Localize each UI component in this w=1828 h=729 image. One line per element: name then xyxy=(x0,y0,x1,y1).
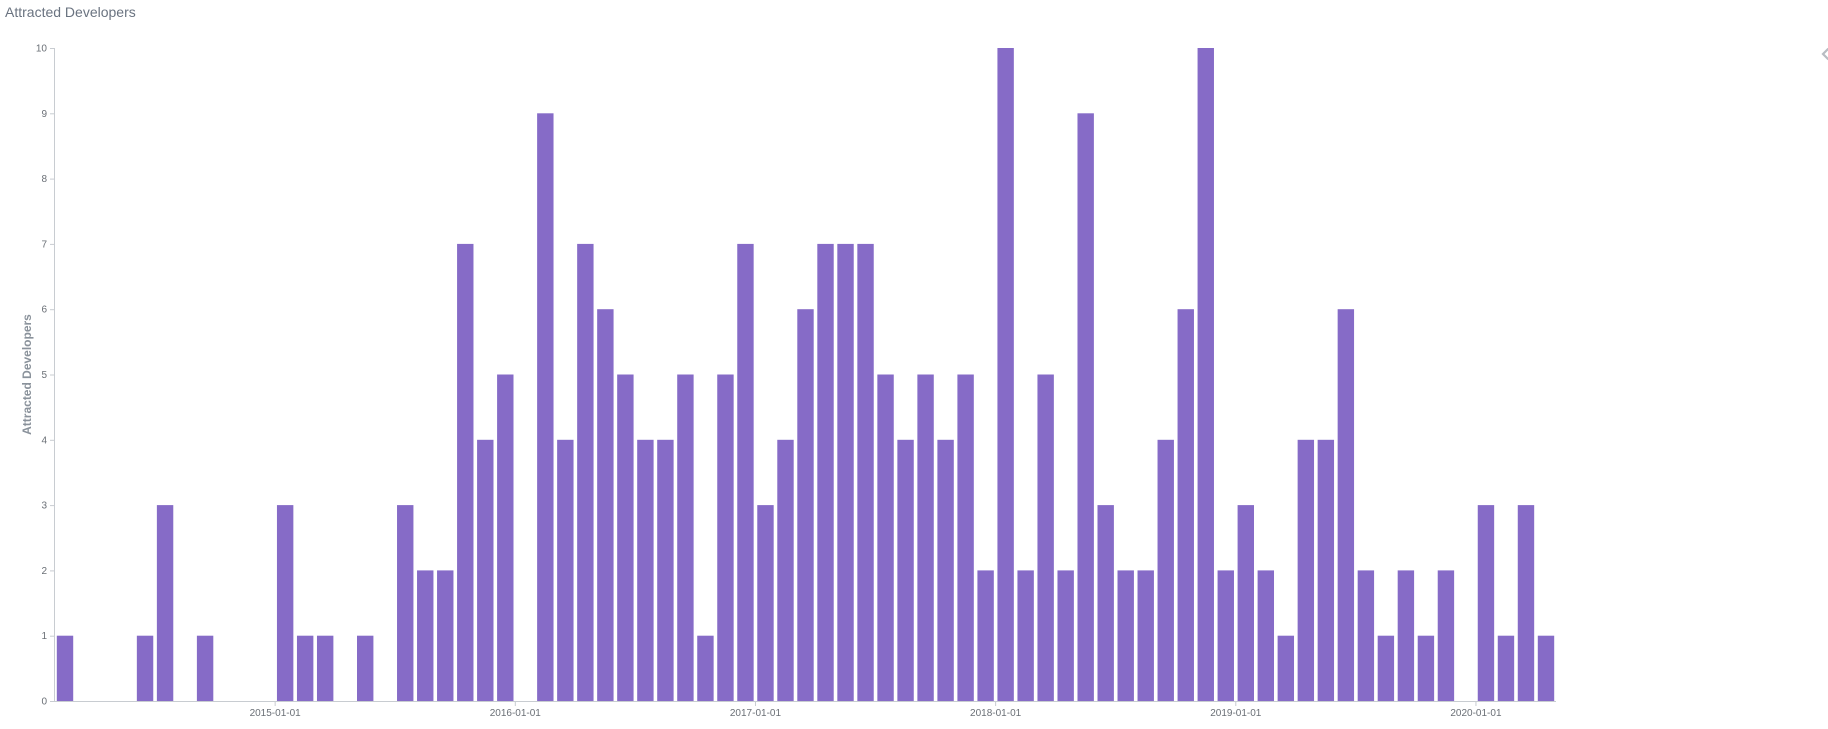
bar-2018-04[interactable] xyxy=(1057,570,1074,701)
bar-2018-01[interactable] xyxy=(997,48,1014,701)
bar-2016-05[interactable] xyxy=(597,309,614,701)
bar-2019-08[interactable] xyxy=(1377,635,1395,701)
bar-2016-02[interactable] xyxy=(537,113,554,702)
y-tick-label: 2 xyxy=(41,566,47,577)
bar-2019-11[interactable] xyxy=(1437,570,1455,701)
bar-2017-06[interactable] xyxy=(857,243,874,701)
bar-2016-11[interactable] xyxy=(717,374,734,702)
bar-2019-03[interactable] xyxy=(1277,635,1295,701)
bar-2016-03[interactable] xyxy=(557,439,574,701)
y-tick-label: 7 xyxy=(41,239,47,250)
bar-2015-09[interactable] xyxy=(437,570,454,701)
bar-2015-03[interactable] xyxy=(316,635,334,701)
y-tick-label: 3 xyxy=(41,501,47,512)
bar-2020-03[interactable] xyxy=(1517,505,1535,701)
y-tick-label: 9 xyxy=(41,109,47,120)
x-tick-label: 2018-01-01 xyxy=(970,708,1022,719)
bar-2020-04[interactable] xyxy=(1537,635,1555,701)
bar-2015-10[interactable] xyxy=(457,243,474,701)
x-tick-label: 2019-01-01 xyxy=(1210,708,1262,719)
x-tick-label: 2016-01-01 xyxy=(490,708,542,719)
bar-2017-07[interactable] xyxy=(877,374,894,702)
y-tick-label: 6 xyxy=(41,305,47,316)
bar-2015-11[interactable] xyxy=(477,439,494,701)
bar-2015-02[interactable] xyxy=(296,635,314,701)
bar-2015-01[interactable] xyxy=(276,505,294,701)
bar-2015-07[interactable] xyxy=(397,505,414,701)
bar-2018-07[interactable] xyxy=(1117,570,1134,701)
bar-2015-05[interactable] xyxy=(357,635,374,701)
bar-2018-06[interactable] xyxy=(1097,505,1114,701)
bar-2020-01[interactable] xyxy=(1477,505,1495,701)
bar-2019-02[interactable] xyxy=(1257,570,1275,701)
y-axis-ticks: 0 1 2 3 4 5 6 7 8 9 10 xyxy=(36,44,55,708)
bar-2017-11[interactable] xyxy=(957,374,974,702)
collapse-chevron-icon[interactable] xyxy=(1819,47,1828,61)
bar-2019-06[interactable] xyxy=(1337,309,1355,701)
bar-2020-02[interactable] xyxy=(1497,635,1515,701)
bar-2014-06[interactable] xyxy=(136,635,154,701)
bar-2017-03[interactable] xyxy=(797,309,814,701)
y-tick-label: 10 xyxy=(36,44,48,55)
bar-2017-10[interactable] xyxy=(937,439,954,701)
bar-2018-08[interactable] xyxy=(1137,570,1154,701)
bar-2019-10[interactable] xyxy=(1417,635,1435,701)
bar-2018-12[interactable] xyxy=(1217,570,1234,701)
bar-2019-07[interactable] xyxy=(1357,570,1375,701)
bar-2017-05[interactable] xyxy=(837,243,854,701)
bar-2018-10[interactable] xyxy=(1177,309,1194,701)
bar-2017-02[interactable] xyxy=(777,439,794,701)
bar-2018-11[interactable] xyxy=(1197,48,1214,701)
bar-2015-08[interactable] xyxy=(417,570,434,701)
bars-group xyxy=(56,48,1555,702)
x-tick-label: 2015-01-01 xyxy=(250,708,302,719)
bar-2016-04[interactable] xyxy=(577,243,594,701)
bar-2018-09[interactable] xyxy=(1157,439,1174,701)
bar-2016-10[interactable] xyxy=(697,635,714,701)
bar-2016-08[interactable] xyxy=(657,439,674,701)
bar-2019-05[interactable] xyxy=(1317,439,1335,701)
x-axis-ticks: 2015-01-01 2016-01-01 2017-01-01 2018-01-01… xyxy=(250,701,1502,719)
y-axis-title: Attracted Developers xyxy=(20,314,34,435)
bar-2014-02[interactable] xyxy=(56,635,74,701)
y-tick-label: 8 xyxy=(41,174,47,185)
bar-2017-04[interactable] xyxy=(817,243,834,701)
bar-2016-06[interactable] xyxy=(617,374,634,702)
y-tick-label: 5 xyxy=(41,370,47,381)
bar-2019-04[interactable] xyxy=(1297,439,1315,701)
y-tick-label: 1 xyxy=(41,631,47,642)
x-tick-label: 2017-01-01 xyxy=(730,708,782,719)
x-tick-label: 2020-01-01 xyxy=(1450,708,1502,719)
bar-2014-07[interactable] xyxy=(156,505,174,701)
bar-2019-01[interactable] xyxy=(1237,505,1254,701)
bar-2015-12[interactable] xyxy=(497,374,514,702)
bar-2018-05[interactable] xyxy=(1077,113,1094,702)
bar-2016-12[interactable] xyxy=(737,243,754,701)
y-tick-label: 0 xyxy=(41,697,47,708)
bar-2018-03[interactable] xyxy=(1037,374,1054,702)
bar-2014-09[interactable] xyxy=(196,635,214,701)
bar-2017-08[interactable] xyxy=(897,439,914,701)
bar-2018-02[interactable] xyxy=(1017,570,1034,701)
bar-2016-07[interactable] xyxy=(637,439,654,701)
bar-2017-12[interactable] xyxy=(977,570,994,701)
bar-2017-09[interactable] xyxy=(917,374,934,702)
bar-2019-09[interactable] xyxy=(1397,570,1415,701)
y-tick-label: 4 xyxy=(41,435,47,446)
panel-title: Attracted Developers xyxy=(5,4,136,20)
bar-2016-09[interactable] xyxy=(677,374,694,702)
bar-2017-01[interactable] xyxy=(757,505,774,701)
